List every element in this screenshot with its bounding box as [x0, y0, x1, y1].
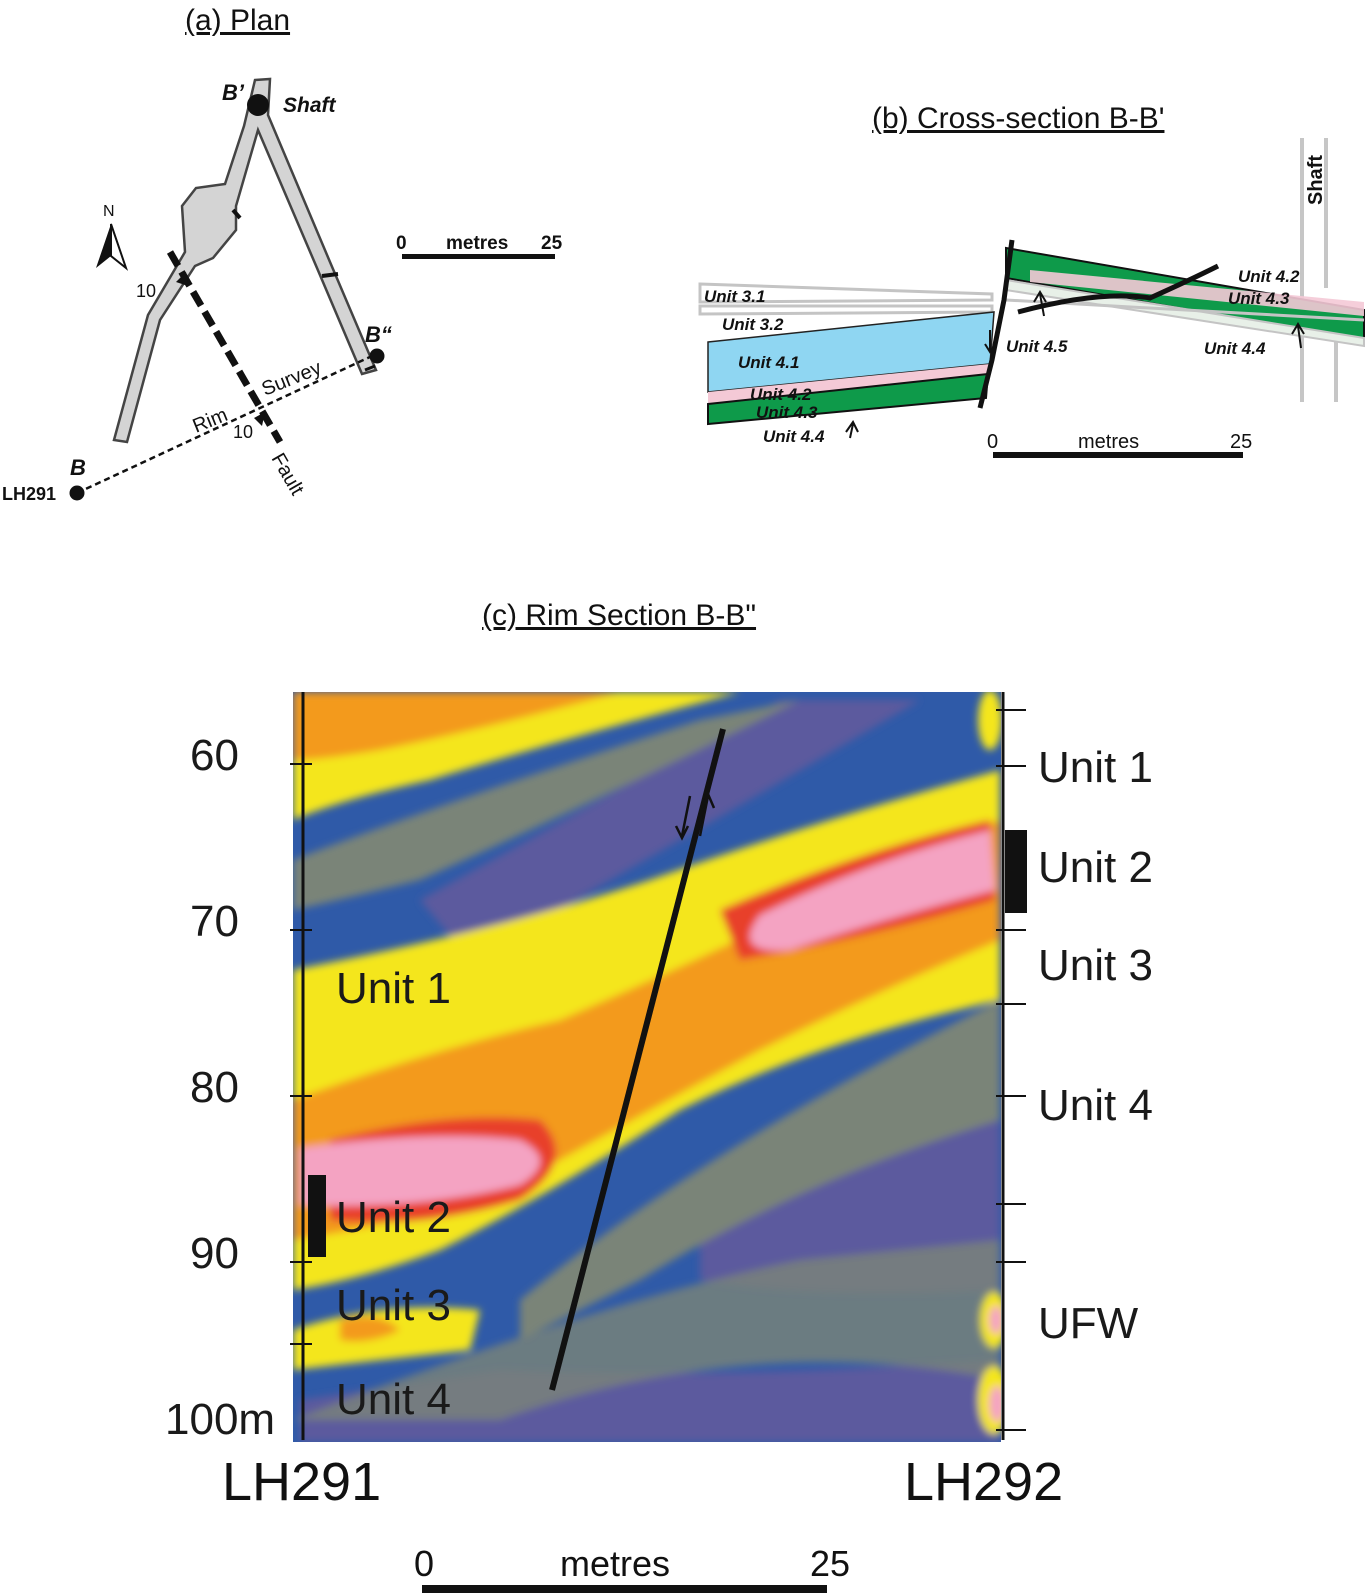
plan-panel: (a) Plan N B’ Shaft B“ B LH291 10 10 Rim…: [2, 4, 563, 504]
depth-tick-60: 60: [190, 731, 239, 780]
svg-text:0: 0: [987, 431, 998, 453]
right-borehole-axis: [996, 692, 1027, 1440]
dip-label-a: 10: [136, 281, 156, 301]
svg-text:0: 0: [414, 1543, 434, 1584]
svg-text:25: 25: [541, 233, 563, 254]
depth-tick-90: 90: [190, 1229, 239, 1278]
left-unit-2: Unit 2: [336, 1193, 451, 1242]
unit-4-3-layer-left: [707, 372, 990, 426]
cross-section-scale-bar: 0 metres 25: [987, 431, 1252, 458]
right-unit-4: Unit 4: [1038, 1081, 1153, 1130]
svg-text:Unit 4.2: Unit 4.2: [750, 385, 812, 404]
label-b-prime: B’: [222, 80, 245, 105]
svg-text:Unit 4.3: Unit 4.3: [756, 403, 818, 422]
fault-trace: [166, 250, 284, 444]
svg-text:Unit 4.4: Unit 4.4: [1204, 339, 1266, 358]
left-unit-1: Unit 1: [336, 964, 451, 1013]
rim-fault-line: [549, 728, 726, 1391]
svg-text:Unit 4.5: Unit 4.5: [1006, 337, 1068, 356]
unit-4-5-line: [1017, 263, 1220, 315]
label-lh291: LH291: [2, 484, 56, 504]
dip-label-b: 10: [233, 422, 253, 442]
label-fault: Fault: [267, 450, 309, 500]
right-unit-1: Unit 1: [1038, 743, 1153, 792]
rim-survey-line: [76, 354, 373, 495]
plan-scale-bar: 0 metres 25: [396, 233, 563, 259]
left-borehole-axis: [290, 692, 326, 1440]
cross-section-panel: (b) Cross-section B-B' Shaft Unit 3.1 Un…: [698, 102, 1365, 458]
label-shaft: Shaft: [283, 94, 337, 117]
svg-text:25: 25: [1230, 431, 1252, 453]
right-unit-ufw: UFW: [1038, 1299, 1139, 1348]
depth-tick-70: 70: [190, 897, 239, 946]
unit-4-2-layer-left: [708, 364, 990, 404]
svg-text:Unit 3.2: Unit 3.2: [722, 315, 784, 334]
borehole-lh291: LH291: [222, 1452, 381, 1512]
svg-text:0: 0: [396, 233, 407, 254]
depth-tick-80: 80: [190, 1063, 239, 1112]
depth-tick-100m: 100m: [165, 1395, 275, 1444]
north-arrow: N: [96, 203, 129, 271]
cross-section-fault: [977, 239, 1015, 409]
svg-text:Shaft: Shaft: [1305, 155, 1327, 205]
rim-section-panel: (c) Rim Section B-B": [165, 599, 1153, 1593]
rim-section-title: (c) Rim Section B-B": [482, 599, 756, 632]
svg-text:N: N: [103, 203, 115, 220]
rim-scale-bar: 0 metres 25: [414, 1543, 850, 1593]
shaft-point: [247, 94, 269, 116]
left-unit-4: Unit 4: [336, 1375, 451, 1424]
label-b: B: [70, 455, 86, 480]
svg-text:Unit 4.3: Unit 4.3: [1228, 289, 1290, 308]
label-survey: Survey: [259, 357, 325, 401]
svg-text:Unit 3.1: Unit 3.1: [704, 287, 765, 306]
svg-text:metres: metres: [1078, 431, 1139, 453]
plan-title: (a) Plan: [185, 4, 290, 37]
right-unit-3: Unit 3: [1038, 941, 1153, 990]
right-unit-2: Unit 2: [1038, 843, 1153, 892]
cross-section-title: (b) Cross-section B-B': [872, 102, 1164, 135]
svg-text:metres: metres: [560, 1543, 670, 1584]
svg-text:Unit 4.1: Unit 4.1: [738, 353, 799, 372]
svg-text:Unit 4.4: Unit 4.4: [763, 427, 825, 446]
left-unit-3: Unit 3: [336, 1281, 451, 1330]
label-rim: Rim: [190, 404, 231, 438]
borehole-lh292: LH292: [904, 1452, 1063, 1512]
cross-section-shaft: Shaft: [1300, 138, 1338, 402]
svg-text:metres: metres: [446, 233, 508, 254]
svg-text:Unit 4.2: Unit 4.2: [1238, 267, 1300, 286]
plan-workings: [112, 77, 378, 444]
label-b-dprime: B“: [365, 322, 392, 347]
svg-text:25: 25: [810, 1543, 850, 1584]
